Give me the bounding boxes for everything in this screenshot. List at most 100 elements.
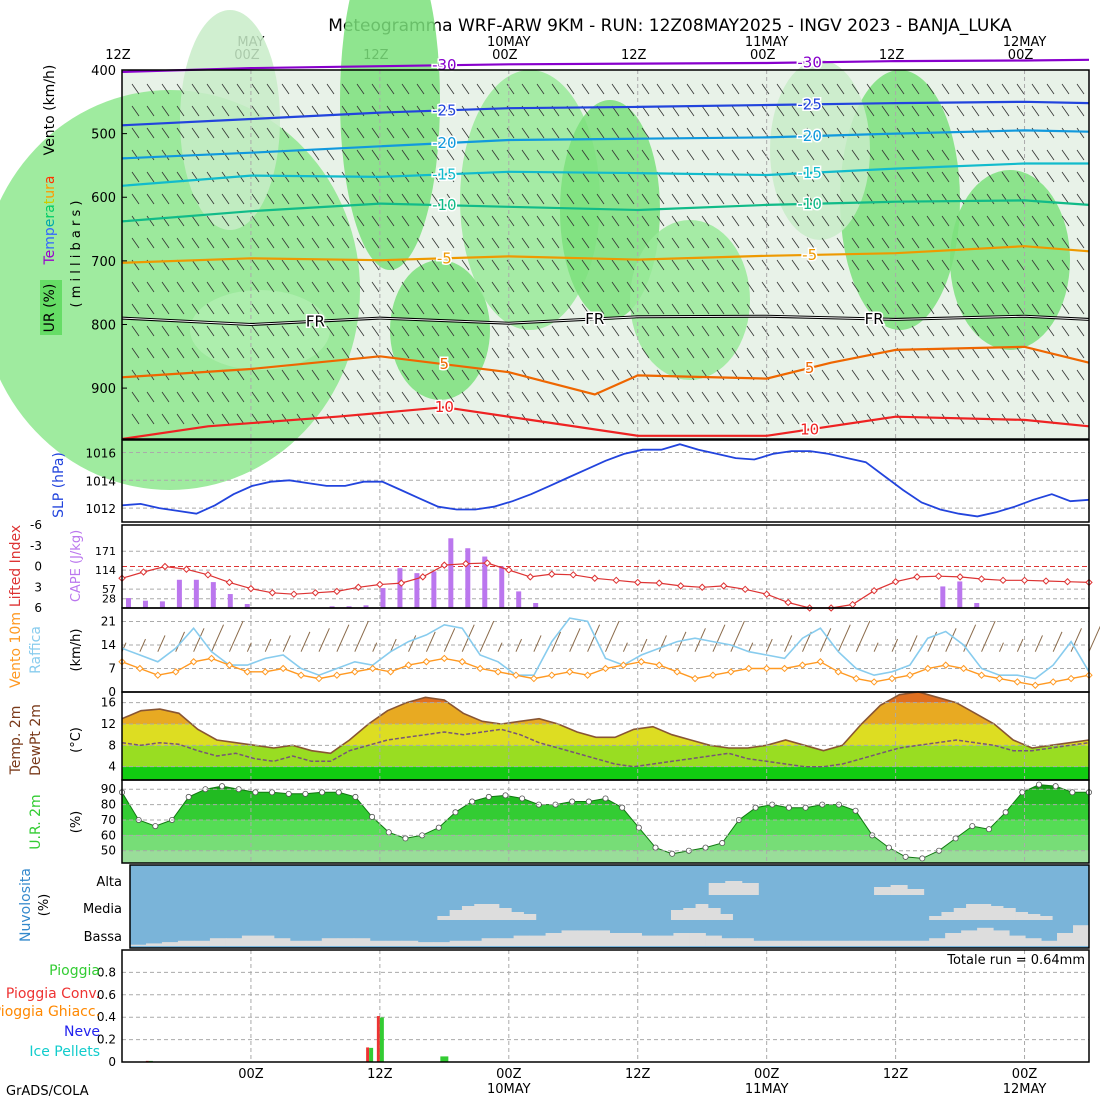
wind-barb bbox=[521, 303, 530, 315]
wind-marker bbox=[870, 678, 878, 686]
wind-barb bbox=[146, 325, 155, 337]
wind-barb bbox=[461, 215, 470, 227]
rh-marker bbox=[785, 804, 792, 811]
cloud-cell bbox=[961, 930, 978, 946]
wind-barb bbox=[881, 281, 890, 293]
li-marker bbox=[483, 559, 492, 567]
wind-barb bbox=[506, 281, 515, 293]
wind-barb bbox=[1031, 391, 1040, 403]
wind-barb bbox=[491, 149, 500, 161]
wind-barb bbox=[566, 127, 575, 139]
wind-barb bbox=[371, 413, 380, 425]
wind-barb bbox=[911, 237, 920, 249]
wind-barb bbox=[386, 83, 395, 95]
wind-barb bbox=[986, 127, 995, 139]
wind-marker bbox=[709, 671, 717, 679]
isotherm-line bbox=[121, 162, 1089, 187]
wind-barb bbox=[221, 281, 230, 293]
wind-barb bbox=[311, 215, 320, 227]
wind-barb bbox=[431, 83, 440, 95]
wind-arrow bbox=[497, 642, 503, 652]
wind-barb bbox=[971, 215, 980, 227]
wind-barb bbox=[401, 171, 410, 183]
wind-barb bbox=[461, 237, 470, 249]
wind-barb bbox=[401, 215, 410, 227]
li-marker bbox=[977, 575, 986, 583]
wind-barb bbox=[521, 281, 530, 293]
wind-arrow bbox=[336, 624, 350, 652]
cloud-cell bbox=[929, 938, 946, 946]
cloud-cell bbox=[513, 935, 531, 946]
wind-barb bbox=[1001, 127, 1010, 139]
cloud-cell bbox=[695, 904, 709, 920]
rh-marker bbox=[852, 807, 859, 814]
li-marker bbox=[569, 571, 577, 579]
cloud-cell bbox=[753, 940, 770, 946]
cape-bar bbox=[533, 603, 539, 608]
precip-legend-label: Pioggia Ghiacc. bbox=[0, 1004, 100, 1020]
wind-barb bbox=[866, 149, 875, 161]
wind-barb bbox=[1061, 171, 1070, 183]
precip-tick-label: 0.2 bbox=[97, 1033, 116, 1047]
wind-barb bbox=[971, 105, 980, 117]
wind-barb bbox=[971, 127, 980, 139]
wind-barb bbox=[551, 325, 560, 337]
wind-barb bbox=[581, 127, 590, 139]
cloud-cell bbox=[625, 933, 642, 946]
wind-barb bbox=[941, 391, 950, 403]
wind-barb bbox=[236, 259, 245, 271]
wind-barb bbox=[476, 281, 485, 293]
wind-barb bbox=[401, 281, 410, 293]
cloud-cell bbox=[353, 938, 371, 946]
wind-barb bbox=[206, 281, 215, 293]
wind-barb bbox=[206, 127, 215, 139]
wind-barb bbox=[371, 193, 380, 205]
wind-barb bbox=[251, 105, 260, 117]
wind-barb bbox=[131, 303, 140, 315]
li-marker bbox=[311, 589, 320, 597]
wind-barb bbox=[836, 325, 845, 337]
wind-barb bbox=[896, 171, 905, 183]
wind-barb bbox=[1031, 325, 1040, 337]
wind-barb bbox=[956, 215, 965, 227]
wind-barb bbox=[311, 303, 320, 315]
wind-barb bbox=[881, 215, 890, 227]
wind-barb bbox=[131, 171, 140, 183]
wind-barb bbox=[671, 259, 680, 271]
wind-tick-label: 21 bbox=[101, 614, 116, 628]
wind-barb bbox=[356, 325, 365, 337]
wind-barb bbox=[371, 281, 380, 293]
wind-barb bbox=[986, 325, 995, 337]
wind-barb bbox=[386, 325, 395, 337]
wind-barb bbox=[191, 413, 200, 425]
wind-barb bbox=[791, 237, 800, 249]
wind-barb bbox=[926, 413, 935, 425]
wind-barb bbox=[491, 171, 500, 183]
wind-barb bbox=[1046, 127, 1055, 139]
wind-barb bbox=[371, 149, 380, 161]
wind-barb bbox=[296, 369, 305, 381]
rh-marker bbox=[452, 809, 459, 816]
wind-barb bbox=[881, 237, 890, 249]
wind-barb bbox=[671, 369, 680, 381]
top-tick-label: 00Z bbox=[492, 48, 518, 63]
wind-barb bbox=[581, 281, 590, 293]
wind-barb bbox=[581, 347, 590, 359]
wind-barb bbox=[221, 105, 230, 117]
wind-barb bbox=[521, 259, 530, 271]
wind-barb bbox=[581, 413, 590, 425]
wind-barb bbox=[356, 83, 365, 95]
wind-barb bbox=[266, 83, 275, 95]
wind-barb bbox=[326, 193, 335, 205]
wind-barb bbox=[611, 347, 620, 359]
wind-barb bbox=[596, 237, 605, 249]
wind-barb bbox=[536, 193, 545, 205]
wind-barb bbox=[641, 149, 650, 161]
wind-barb bbox=[701, 237, 710, 249]
wind-barb bbox=[551, 237, 560, 249]
wind-barb bbox=[161, 281, 170, 293]
wind-barb bbox=[161, 171, 170, 183]
cloud-cell bbox=[977, 927, 994, 946]
wind-barb bbox=[401, 193, 410, 205]
wind-barb bbox=[506, 193, 515, 205]
